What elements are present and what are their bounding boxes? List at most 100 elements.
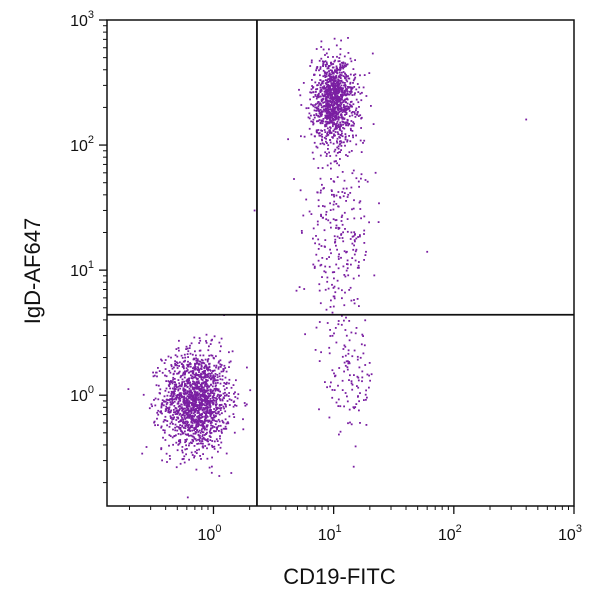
data-point <box>182 410 185 413</box>
data-point <box>326 79 328 82</box>
data-point <box>215 430 217 433</box>
data-point <box>211 390 214 393</box>
data-point <box>185 444 187 447</box>
data-point <box>339 196 341 198</box>
data-point <box>309 91 312 94</box>
data-point <box>330 73 332 76</box>
data-point <box>334 94 336 96</box>
data-point <box>336 101 339 104</box>
data-point <box>327 133 330 136</box>
data-point <box>336 162 338 165</box>
data-point <box>212 379 215 381</box>
data-point <box>192 367 194 370</box>
data-point <box>218 404 221 407</box>
data-point <box>340 130 343 133</box>
data-point <box>218 475 221 477</box>
data-point <box>174 354 177 357</box>
data-point <box>310 103 312 106</box>
data-point <box>351 94 354 96</box>
data-point <box>365 398 367 401</box>
data-point <box>335 83 337 85</box>
data-point <box>188 423 190 426</box>
data-point <box>364 319 367 322</box>
data-point <box>186 395 189 398</box>
data-point <box>186 347 189 350</box>
data-point <box>363 259 365 261</box>
data-point <box>164 368 167 370</box>
data-point <box>328 265 331 268</box>
data-point <box>206 408 208 410</box>
data-point <box>231 350 234 353</box>
data-point <box>206 368 209 371</box>
data-point <box>317 129 320 131</box>
data-point <box>329 85 332 88</box>
data-point <box>213 419 215 422</box>
data-point <box>368 221 370 224</box>
data-point <box>188 414 190 416</box>
data-point <box>337 124 339 127</box>
data-point <box>322 86 325 89</box>
data-point <box>316 120 318 123</box>
data-point <box>204 404 207 407</box>
data-point <box>211 418 214 421</box>
data-point <box>326 86 328 88</box>
data-point <box>332 180 335 183</box>
data-point <box>173 392 176 395</box>
data-point <box>347 193 350 196</box>
data-point <box>190 377 193 379</box>
data-point <box>302 82 305 84</box>
data-point <box>223 403 226 405</box>
data-point <box>336 141 339 144</box>
data-point <box>202 421 205 424</box>
data-point <box>186 406 188 408</box>
data-point <box>339 68 342 70</box>
data-point <box>201 403 203 406</box>
data-point <box>208 345 210 348</box>
data-point <box>331 110 333 112</box>
data-point <box>339 82 342 84</box>
data-point <box>316 95 318 98</box>
data-point <box>198 392 201 395</box>
data-point <box>161 371 164 374</box>
data-point <box>344 108 347 111</box>
data-point <box>180 406 183 409</box>
data-point <box>313 109 316 112</box>
data-point <box>202 403 205 406</box>
data-point <box>200 365 203 368</box>
data-point <box>358 400 360 403</box>
data-point <box>334 80 337 83</box>
data-point <box>327 96 330 99</box>
data-point <box>332 79 334 82</box>
data-point <box>195 418 197 421</box>
data-point <box>164 374 166 377</box>
data-point <box>334 123 337 126</box>
data-point <box>331 108 333 111</box>
data-point <box>186 401 189 403</box>
data-point <box>343 370 345 373</box>
data-point <box>199 354 202 357</box>
data-point <box>335 263 338 266</box>
data-point <box>208 366 211 369</box>
data-point <box>333 389 336 391</box>
data-point <box>334 291 337 294</box>
data-point <box>179 387 182 390</box>
data-point <box>353 217 356 220</box>
data-point <box>338 104 341 107</box>
data-point <box>187 380 189 382</box>
data-point <box>333 235 336 238</box>
data-point <box>214 420 217 422</box>
data-point <box>330 299 332 302</box>
data-point <box>341 93 344 96</box>
data-point <box>366 180 369 183</box>
data-point <box>197 425 199 428</box>
data-point <box>333 87 336 90</box>
data-point <box>222 405 225 408</box>
data-point <box>348 90 351 93</box>
data-point <box>191 353 194 356</box>
data-point <box>208 393 210 395</box>
data-point <box>169 387 171 390</box>
data-point <box>202 424 205 427</box>
data-point <box>178 442 181 445</box>
data-point <box>321 60 324 63</box>
data-point <box>181 381 184 383</box>
